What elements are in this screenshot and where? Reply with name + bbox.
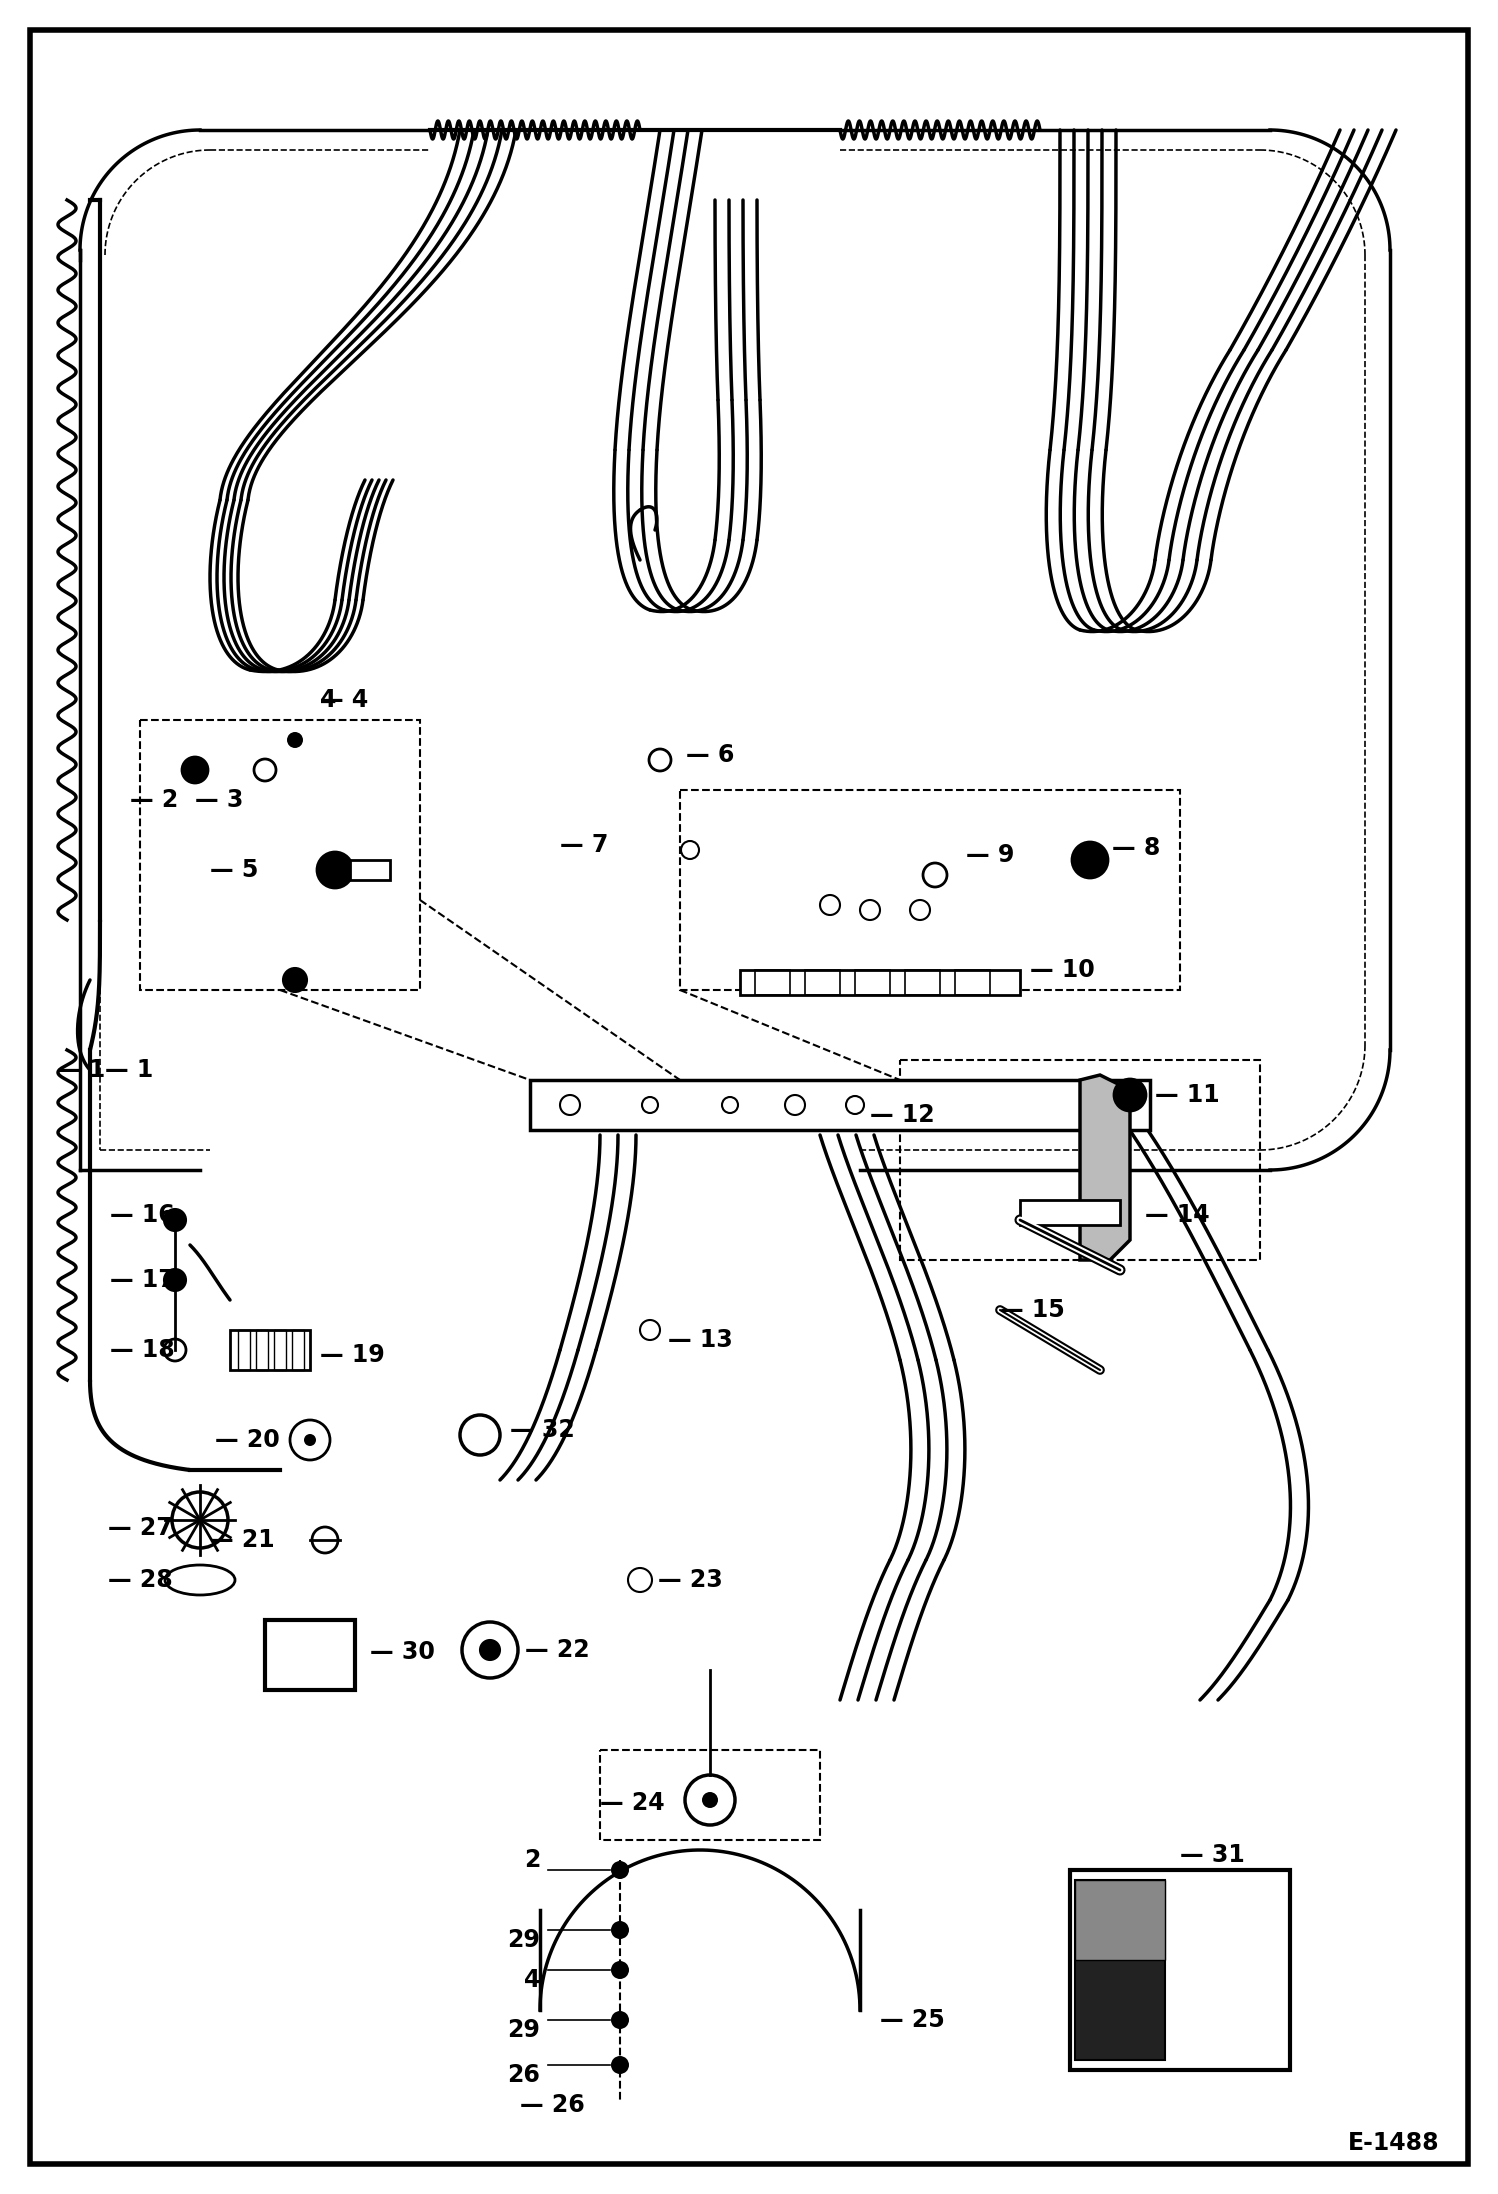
Bar <box>351 860 389 880</box>
Bar <box>601 1751 819 1841</box>
Bar <box>1076 1880 1165 1959</box>
Bar <box>530 1079 1150 1130</box>
Circle shape <box>611 1861 629 1878</box>
Bar <box>139 720 419 989</box>
Text: — 5: — 5 <box>210 858 258 882</box>
Circle shape <box>1115 1079 1146 1110</box>
Circle shape <box>1073 842 1109 878</box>
Bar <box>265 1619 355 1689</box>
Text: — 4: — 4 <box>321 689 369 713</box>
Bar <box>256 1330 268 1369</box>
Text: 26: 26 <box>508 2062 539 2086</box>
Text: — 27: — 27 <box>108 1516 172 1540</box>
Text: — 10: — 10 <box>1031 959 1095 983</box>
Text: 4: 4 <box>321 689 337 713</box>
Text: — 23: — 23 <box>658 1569 722 1593</box>
Text: — 25: — 25 <box>879 2008 945 2032</box>
Bar <box>755 970 789 996</box>
Polygon shape <box>1080 1075 1129 1259</box>
Text: — 17: — 17 <box>109 1268 175 1292</box>
Circle shape <box>304 1435 316 1446</box>
Bar <box>1020 1200 1121 1224</box>
Text: 2: 2 <box>524 1847 539 1871</box>
Text: E-1488: E-1488 <box>1348 2130 1440 2155</box>
Circle shape <box>611 2012 629 2029</box>
Circle shape <box>318 851 354 889</box>
Circle shape <box>163 1268 186 1290</box>
Text: — 18: — 18 <box>109 1338 175 1362</box>
Circle shape <box>611 2056 629 2073</box>
Text: — 1: — 1 <box>57 1058 105 1082</box>
Text: — 7: — 7 <box>560 834 608 858</box>
Text: 29: 29 <box>508 1929 539 1953</box>
Bar <box>292 1330 304 1369</box>
Text: — 31: — 31 <box>1180 1843 1245 1867</box>
Bar <box>1070 1869 1290 2069</box>
Bar <box>274 1330 286 1369</box>
Bar <box>956 970 990 996</box>
Text: — 8: — 8 <box>1112 836 1161 860</box>
Text: 29: 29 <box>508 2018 539 2043</box>
Text: — 28: — 28 <box>108 1569 172 1593</box>
Text: — 6: — 6 <box>686 744 734 768</box>
Text: — 15: — 15 <box>1001 1299 1065 1323</box>
Bar <box>238 1330 250 1369</box>
Text: — 19: — 19 <box>321 1343 385 1367</box>
Text: — 11: — 11 <box>1155 1084 1219 1108</box>
Text: — 3: — 3 <box>195 788 243 812</box>
Bar <box>1076 1880 1165 2060</box>
Bar <box>900 1060 1260 1259</box>
Text: — 2: — 2 <box>130 788 178 812</box>
Text: — 14: — 14 <box>1144 1202 1209 1226</box>
Circle shape <box>163 1209 186 1231</box>
Circle shape <box>703 1792 718 1808</box>
Text: — 22: — 22 <box>524 1639 590 1663</box>
Text: — 16: — 16 <box>109 1202 175 1226</box>
Bar <box>855 970 890 996</box>
Bar <box>740 970 1020 996</box>
Text: — 12: — 12 <box>870 1104 935 1128</box>
Circle shape <box>479 1639 500 1661</box>
Bar <box>680 790 1180 989</box>
Bar <box>231 1330 310 1369</box>
Text: 4: 4 <box>524 1968 539 1992</box>
Text: — 9: — 9 <box>966 842 1014 867</box>
Text: — 24: — 24 <box>601 1790 665 1814</box>
Circle shape <box>611 1961 629 1979</box>
Text: — 21: — 21 <box>210 1527 274 1551</box>
Text: — 1: — 1 <box>105 1058 153 1082</box>
Text: — 32: — 32 <box>509 1417 575 1441</box>
Text: — 20: — 20 <box>216 1428 280 1452</box>
Circle shape <box>181 757 208 783</box>
Text: — 13: — 13 <box>668 1327 733 1352</box>
Text: — 30: — 30 <box>370 1639 434 1663</box>
Circle shape <box>288 733 303 748</box>
Bar <box>804 970 840 996</box>
Text: — 26: — 26 <box>520 2093 584 2117</box>
Circle shape <box>283 968 307 992</box>
Circle shape <box>611 1922 629 1939</box>
Bar <box>905 970 941 996</box>
